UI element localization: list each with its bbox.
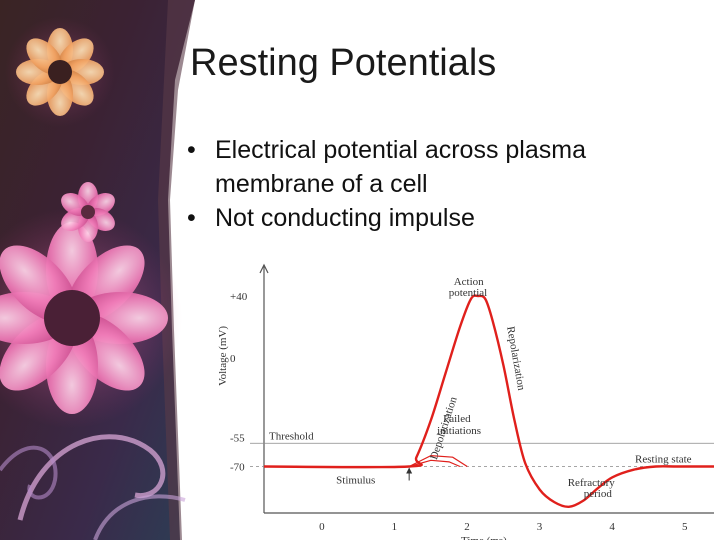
flower-center (44, 290, 100, 346)
pink-flower-icon (0, 208, 182, 428)
stimulus-label: Stimulus (336, 475, 375, 487)
action-potential-chart: +40 0 -55 -70 0 1 2 3 4 5 Time (ms) Voltage (mV) Thr… (217, 263, 714, 540)
bullet-icon: • (187, 204, 196, 232)
y-axis-label: Voltage (mV) (217, 326, 229, 386)
action-potential-curve (263, 294, 714, 509)
y-tick-label: +40 (230, 291, 248, 303)
swirl-decoration (93, 494, 186, 540)
x-tick-label: 1 (392, 521, 398, 533)
bullet-icon: • (187, 136, 196, 164)
bullet-item: • Not conducting impulse (187, 201, 707, 235)
y-axis-arrow-icon (259, 263, 269, 274)
refractory-label: period (584, 488, 613, 500)
refractory-label: Refractory (568, 477, 616, 489)
bullet-text: Electrical potential across plasma membr… (215, 136, 586, 198)
bullet-text: Not conducting impulse (215, 204, 475, 232)
failed-label: Failed (443, 413, 471, 425)
y-tick-label: -55 (230, 432, 245, 444)
x-axis-label: Time (ms) (461, 535, 507, 540)
action-potential-label: potential (449, 287, 488, 299)
swirl-decoration (17, 434, 166, 521)
y-tick-label: 0 (230, 353, 236, 365)
slide-title: Resting Potentials (190, 42, 497, 84)
x-tick-label: 0 (319, 521, 325, 533)
x-tick-label: 2 (464, 521, 470, 533)
failed-initiation-curve (408, 455, 468, 468)
x-tick-label: 4 (609, 521, 615, 533)
resting-state-label: Resting state (635, 454, 692, 466)
stimulus-arrow-icon (406, 467, 413, 474)
x-tick-label: 3 (537, 521, 543, 533)
bullet-list: • Electrical potential across plasma mem… (187, 133, 707, 235)
action-potential-label: Action (454, 276, 484, 288)
bullet-item: • Electrical potential across plasma mem… (187, 133, 707, 201)
decorative-side-panel (0, 0, 195, 540)
small-flower-icon (61, 182, 115, 242)
orange-flower-icon (5, 17, 115, 127)
threshold-label: Threshold (269, 430, 314, 442)
y-tick-label: -70 (230, 462, 245, 474)
failed-label: initiations (437, 425, 481, 437)
flower-center (48, 60, 72, 84)
flower-center (81, 205, 95, 219)
floral-background (0, 0, 195, 540)
x-tick-label: 5 (682, 521, 688, 533)
swirl-decoration (0, 445, 58, 500)
